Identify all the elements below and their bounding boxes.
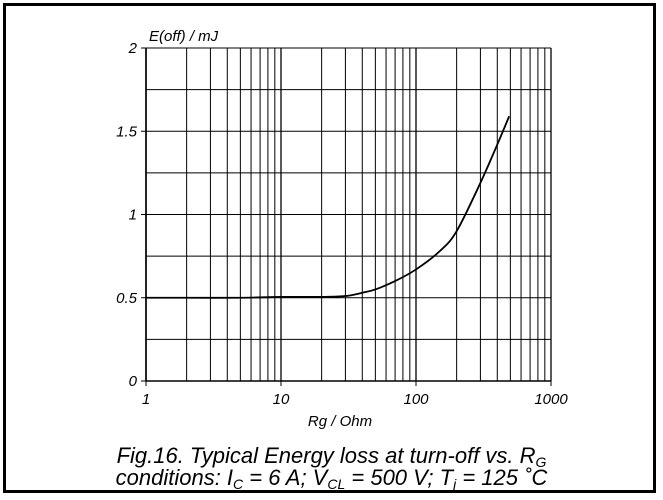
series-line [145,115,511,299]
series-group [145,115,511,299]
caption-subscript: CL [327,476,346,492]
y-tick-label: 0 [129,373,138,390]
x-tick-label: 10 [273,391,290,408]
x-tick-label: 100 [403,391,429,408]
caption-subscript: j [453,476,457,492]
caption-text: = 6 A; V [243,465,328,490]
y-axis-label: E(off) / mJ [149,28,219,45]
caption-title-subscript: G [535,454,547,470]
x-tick-labels: 1 10 100 1000 [142,391,569,408]
y-tick-label: 2 [128,40,138,57]
caption-text: = 125 ˚C [456,465,548,490]
caption-text: = 500 V; T [345,465,454,490]
axis-ticks [141,47,552,386]
y-tick-label: 0.5 [116,290,138,307]
y-tick-label: 1 [129,207,137,224]
figure-caption-title: Fig.16. Typical Energy loss at turn-off … [0,443,663,470]
caption-subscript: C [233,476,244,492]
grid-horizontal [146,47,551,382]
x-axis-label: Rg / Ohm [308,413,372,430]
figure-frame [3,3,656,493]
caption-text: conditions: I [115,465,234,490]
y-tick-label: 1.5 [116,123,138,140]
x-tick-label: 1000 [534,391,568,408]
caption-title-text: Fig.16. Typical Energy loss at turn-off … [116,443,536,468]
y-tick-labels: 0 0.5 1 1.5 2 [116,40,138,390]
chart: 1 10 100 1000 0 0.5 1 1.5 2 E(off) / mJ Rg / Oh… [116,28,569,430]
figure-caption-conditions: conditions: IC = 6 A; VCL = 500 V; Tj = … [0,465,663,492]
x-tick-label: 1 [142,391,150,408]
